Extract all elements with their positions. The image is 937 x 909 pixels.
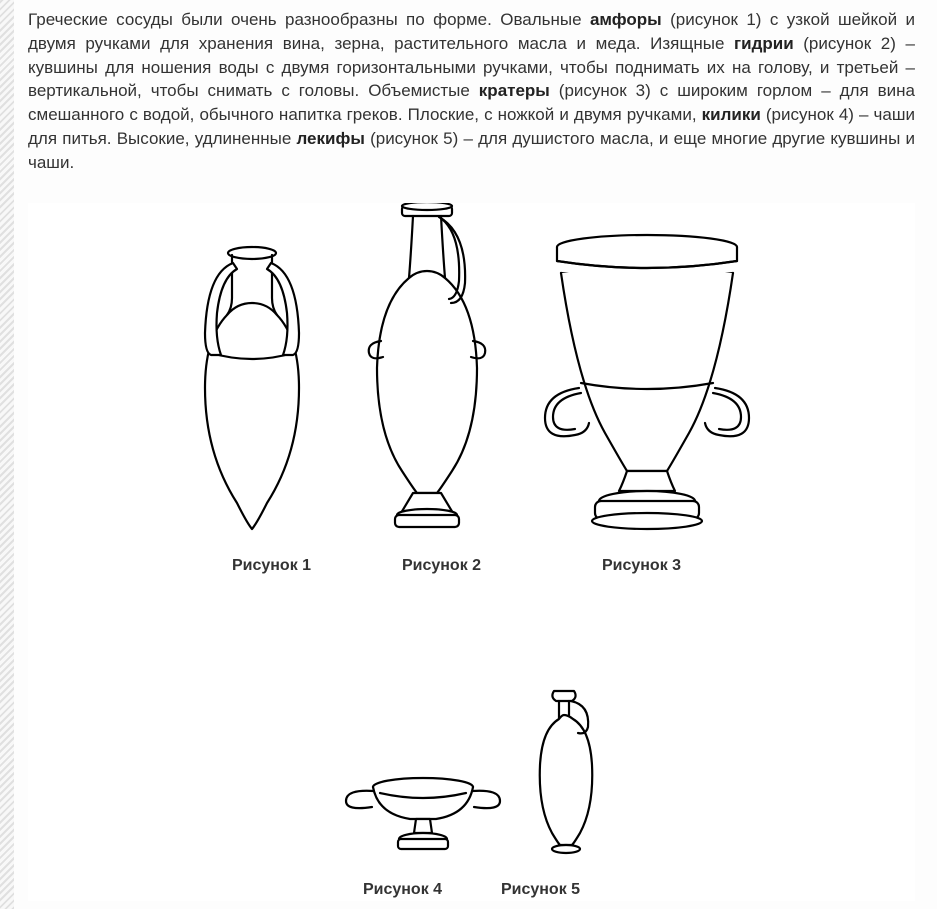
decorative-left-stripe: [0, 0, 14, 909]
figures-row-2: [28, 687, 915, 857]
lekythos-illustration: [526, 687, 606, 857]
figures-container: Рисунок 1 Рисунок 2 Рисунок 3: [28, 203, 915, 902]
bold-krater: кратеры: [479, 81, 550, 100]
captions-row-1: Рисунок 1 Рисунок 2 Рисунок 3: [28, 555, 915, 577]
amphora-illustration: [177, 243, 327, 533]
caption-2: Рисунок 2: [357, 555, 527, 577]
text-span: Греческие сосуды были очень разнообразны…: [28, 10, 590, 29]
krater-illustration: [527, 233, 767, 533]
caption-5: Рисунок 5: [486, 879, 596, 901]
intro-paragraph: Греческие сосуды были очень разнообразны…: [28, 8, 915, 175]
hydria-illustration: [347, 203, 507, 533]
caption-3: Рисунок 3: [527, 555, 757, 577]
kylix-illustration: [338, 769, 508, 857]
bold-kylix: килики: [702, 105, 761, 124]
bold-hydria: гидрии: [734, 34, 794, 53]
captions-row-2: Рисунок 4 Рисунок 5: [28, 879, 915, 901]
bold-amphora: амфоры: [590, 10, 662, 29]
bold-lekythos: лекифы: [296, 129, 364, 148]
figures-row-1: [28, 203, 915, 533]
caption-4: Рисунок 4: [348, 879, 458, 901]
caption-1: Рисунок 1: [187, 555, 357, 577]
